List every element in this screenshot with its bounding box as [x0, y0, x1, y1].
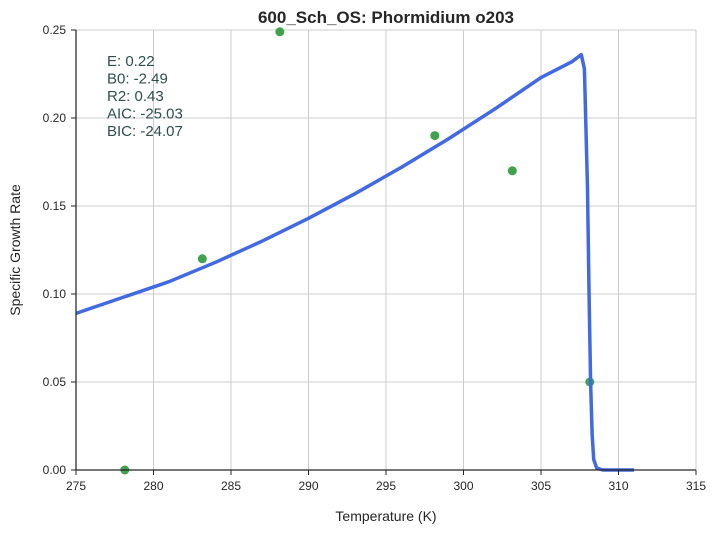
stats-line: B0: -2.49	[107, 71, 168, 88]
data-point	[507, 166, 517, 176]
fitted-curve-line	[75, 52, 634, 472]
axes: 275 280 285 290 295 300 305 310 315 0.00 0.05 0.10 0…	[43, 23, 707, 493]
data-point	[275, 27, 285, 37]
y-tick-label: 0.20	[43, 111, 67, 125]
x-tick-label: 305	[531, 479, 551, 493]
x-tick-label: 310	[608, 479, 628, 493]
data-point	[430, 131, 440, 141]
grid-lines	[75, 29, 697, 471]
x-tick-label: 315	[686, 479, 706, 493]
x-tick-label: 295	[376, 479, 396, 493]
y-tick-label: 0.10	[43, 287, 67, 301]
x-tick-label: 275	[66, 479, 86, 493]
y-tick-label: 0.25	[43, 23, 67, 37]
data-point	[197, 254, 207, 264]
stats-line: E: 0.22	[107, 53, 155, 70]
y-tick-label: 0.00	[43, 463, 67, 477]
chart-title: 600_Sch_OS: Phormidium o203	[258, 8, 514, 27]
y-tick-label: 0.05	[43, 375, 67, 389]
stats-line: R2: 0.43	[107, 88, 164, 105]
x-axis-label: Temperature (K)	[335, 508, 436, 524]
x-tick-label: 290	[298, 479, 318, 493]
stats-line: AIC: -25.03	[107, 106, 183, 123]
x-tick-label: 280	[143, 479, 163, 493]
x-tick-label: 285	[221, 479, 241, 493]
y-axis-label: Specific Growth Rate	[7, 184, 23, 316]
x-tick-label: 300	[453, 479, 473, 493]
series-layer	[75, 27, 634, 475]
y-tick-label: 0.15	[43, 199, 67, 213]
stats-line: BIC: -24.07	[107, 123, 183, 140]
